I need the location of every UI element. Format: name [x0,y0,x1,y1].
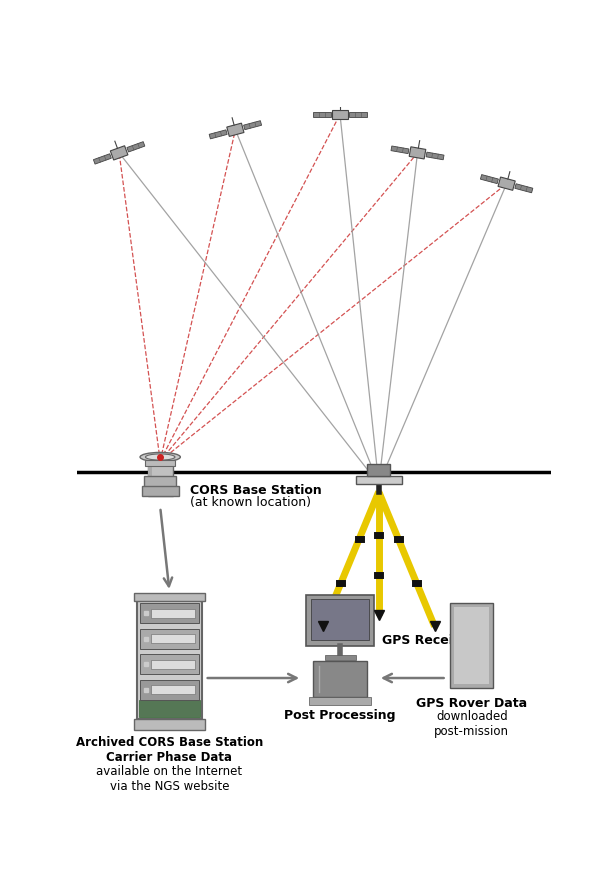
Bar [306,595,374,645]
Bar [136,599,203,719]
Bar [141,486,179,495]
Bar [94,154,111,164]
Bar [140,654,198,674]
Bar [324,655,356,661]
Bar [409,147,426,159]
Bar [151,609,195,618]
Bar [309,697,371,705]
Text: Archived CORS Base Station
Carrier Phase Data: Archived CORS Base Station Carrier Phase… [76,736,263,764]
Bar [148,465,173,495]
Bar [151,685,195,694]
Bar [515,184,533,193]
Bar [349,112,367,116]
Bar [450,604,493,688]
Bar [498,177,515,190]
Bar [310,599,370,639]
Bar [313,112,331,116]
Bar [140,629,198,649]
Bar [356,477,402,484]
Bar [313,661,367,696]
Bar [139,700,200,717]
Bar [134,719,205,730]
Bar [391,146,409,154]
Bar [426,152,444,160]
Bar [332,109,348,119]
Bar [110,146,128,160]
Bar [134,593,205,601]
Text: downloaded
post-mission: downloaded post-mission [435,709,509,738]
Bar [454,607,489,685]
Bar [146,461,175,466]
Text: GPS Receiver: GPS Receiver [382,634,476,647]
Text: (at known location): (at known location) [190,495,311,509]
Text: available on the Internet
via the NGS website: available on the Internet via the NGS we… [97,765,242,793]
Bar [227,124,244,136]
Bar [127,141,145,152]
Bar [209,130,227,139]
Bar [144,477,176,490]
Bar [151,660,195,669]
Text: CORS Base Station: CORS Base Station [190,484,321,497]
Bar [140,604,198,623]
Ellipse shape [140,453,181,461]
Bar [367,464,390,477]
Bar [480,174,498,184]
Ellipse shape [146,454,175,461]
Text: Post Processing: Post Processing [284,709,396,722]
Bar [140,679,198,700]
Bar [244,121,261,130]
Text: GPS Rover Data: GPS Rover Data [416,697,528,710]
Bar [148,465,152,495]
Bar [151,634,195,644]
